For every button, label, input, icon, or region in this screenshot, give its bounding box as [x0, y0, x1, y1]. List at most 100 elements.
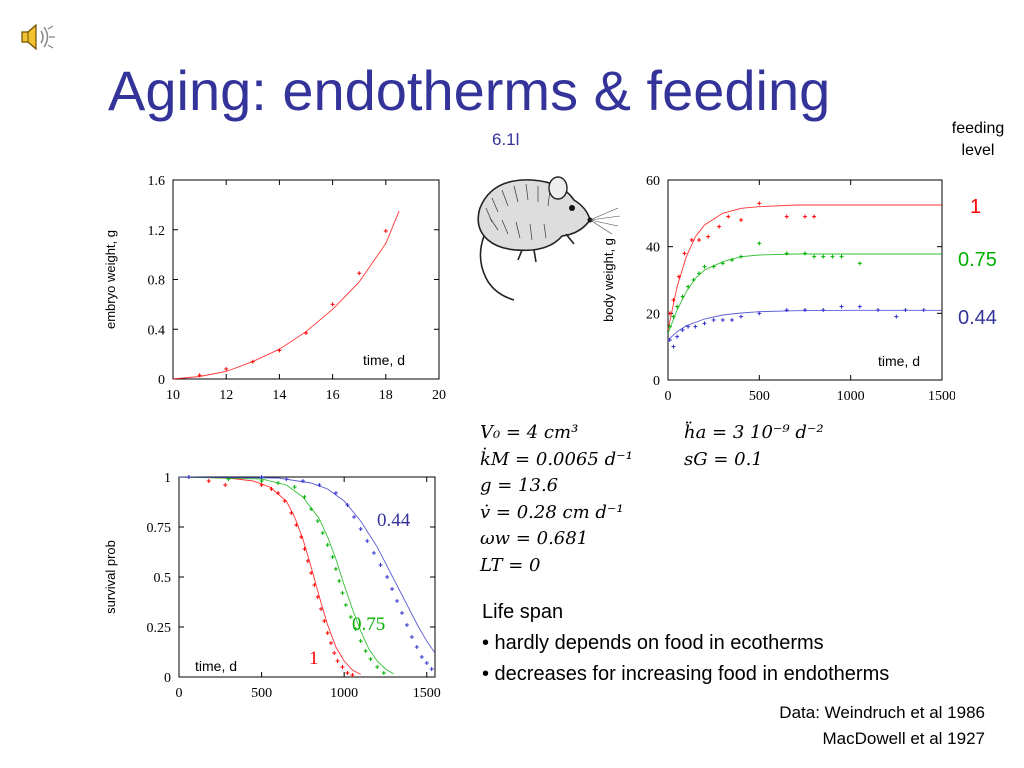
data-point — [294, 523, 299, 527]
data-point — [206, 479, 211, 483]
data-point — [302, 495, 307, 499]
fit-curve — [172, 210, 400, 380]
feeding-level-1: 1 — [970, 196, 982, 218]
data-point — [352, 515, 357, 519]
data-point — [821, 308, 826, 312]
fit-curve — [178, 476, 361, 675]
data-point — [309, 507, 314, 511]
series-label-075: 0.75 — [352, 614, 385, 635]
y-tick-label: 40 — [646, 241, 660, 256]
data-point — [345, 671, 350, 675]
data-point — [353, 627, 358, 631]
data-point — [675, 304, 680, 309]
data-point — [739, 254, 744, 259]
x-tick-label: 18 — [379, 388, 393, 403]
data-point — [276, 491, 281, 495]
data-point — [697, 271, 702, 276]
data-point — [693, 324, 698, 329]
feeding-level-legend: feeding level — [942, 118, 1014, 162]
data-point — [784, 214, 789, 219]
param-v: v̇ = 0.28 cm d⁻¹ — [480, 501, 624, 523]
y-axis-label: embryo weight, g — [103, 230, 118, 329]
data-point — [739, 218, 744, 222]
x-axis-label: time, d — [363, 352, 405, 368]
data-point — [399, 611, 404, 615]
data-point — [197, 373, 202, 378]
fit-curve — [667, 253, 942, 334]
speaker-icon[interactable] — [18, 20, 56, 54]
chart-survival-probability: 0 500 1000 1500 0 0.25 0.5 0.75 1 survival prob ti… — [103, 471, 441, 701]
data-point — [340, 591, 345, 595]
data-point — [304, 330, 308, 335]
param-km: k̇M = 0.0065 d⁻¹ — [480, 448, 633, 470]
data-point — [706, 234, 711, 239]
lifespan-bullet: • decreases for increasing food in endot… — [482, 663, 890, 685]
data-point — [702, 321, 707, 326]
lifespan-title: Life span — [482, 601, 564, 623]
lifespan-bullet: • hardly depends on food in ecotherms — [482, 632, 824, 654]
data-point — [680, 328, 685, 332]
data-point — [409, 635, 414, 639]
data-point — [259, 479, 264, 483]
data-point — [671, 298, 676, 302]
data-point — [857, 261, 862, 266]
data-point — [277, 348, 282, 353]
plot-frame — [178, 476, 436, 678]
x-tick-label: 10 — [166, 388, 180, 403]
data-point — [282, 499, 287, 503]
param-ha: ḧa = 3 10⁻⁹ d⁻² — [684, 422, 824, 443]
data-point — [259, 475, 264, 479]
x-tick-label: 500 — [251, 686, 272, 701]
data-point — [671, 314, 676, 319]
data-point — [812, 254, 817, 259]
data-point — [686, 284, 691, 289]
data-point — [857, 304, 862, 309]
data-point — [419, 655, 424, 659]
data-point — [667, 311, 672, 316]
parameter-list: V₀ = 4 cm³ k̇M = 0.0065 d⁻¹ g = 13.6 v̇ … — [480, 420, 633, 579]
data-point — [340, 665, 345, 669]
data-point — [332, 651, 337, 655]
data-point — [711, 264, 716, 269]
data-point — [424, 661, 429, 665]
param-lt: LT = 0 — [480, 554, 541, 576]
x-tick-label: 0 — [665, 389, 672, 404]
data-point — [667, 324, 672, 329]
data-point — [343, 603, 348, 607]
data-point — [292, 485, 297, 489]
y-tick-label: 20 — [646, 307, 660, 322]
y-tick-label: 0 — [653, 374, 660, 389]
data-point — [223, 483, 228, 487]
reference-line: Data: Weindruch et al 1986 — [779, 703, 985, 722]
plot-frame — [667, 179, 943, 381]
data-point — [259, 483, 264, 487]
x-tick-label: 20 — [432, 388, 446, 403]
data-point — [345, 503, 350, 507]
x-tick-label: 16 — [326, 388, 340, 403]
data-point — [671, 344, 676, 349]
param-omega: ωw = 0.681 — [480, 528, 589, 549]
x-axis-label: time, d — [878, 353, 920, 369]
data-point — [839, 304, 844, 309]
param-sg: sG = 0.1 — [684, 448, 763, 470]
chart-body-weight: 0 500 1000 1500 0 20 40 60 body weight, g time, d — [601, 174, 955, 404]
data-point — [680, 294, 685, 299]
data-point — [803, 214, 807, 219]
data-point — [358, 639, 363, 643]
parameter-list-right: ḧa = 3 10⁻⁹ d⁻² sG = 0.1 — [684, 420, 824, 473]
y-tick-label: 60 — [646, 174, 660, 189]
x-tick-label: 12 — [219, 388, 233, 403]
data-point — [328, 641, 333, 645]
mouse-illustration — [477, 176, 621, 301]
data-point — [876, 308, 881, 312]
data-point — [357, 271, 362, 276]
data-point — [682, 251, 687, 256]
y-tick-label: 0 — [164, 671, 171, 686]
lifespan-notes: Life span • hardly depends on food in ec… — [482, 597, 889, 690]
y-tick-label: 0.8 — [148, 274, 166, 289]
data-point — [812, 214, 817, 219]
data-point — [305, 559, 310, 563]
data-point — [317, 483, 322, 487]
y-tick-label: 1.6 — [148, 174, 166, 189]
data-point — [894, 314, 899, 319]
